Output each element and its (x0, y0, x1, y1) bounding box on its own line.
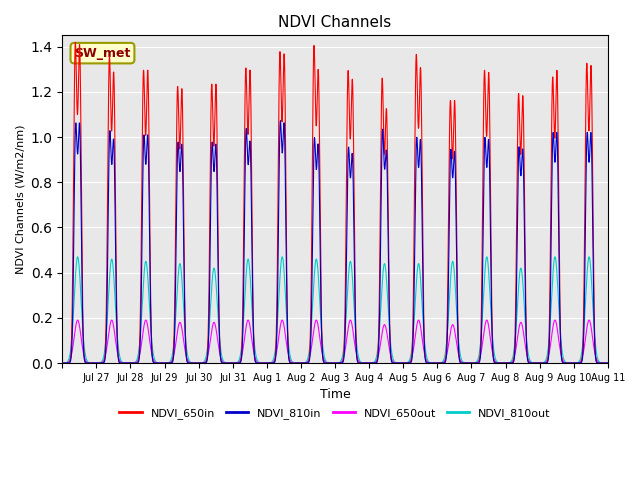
Text: SW_met: SW_met (74, 47, 131, 60)
Y-axis label: NDVI Channels (W/m2/nm): NDVI Channels (W/m2/nm) (15, 124, 25, 274)
Legend: NDVI_650in, NDVI_810in, NDVI_650out, NDVI_810out: NDVI_650in, NDVI_810in, NDVI_650out, NDV… (115, 403, 556, 423)
X-axis label: Time: Time (319, 388, 351, 401)
Title: NDVI Channels: NDVI Channels (278, 15, 392, 30)
